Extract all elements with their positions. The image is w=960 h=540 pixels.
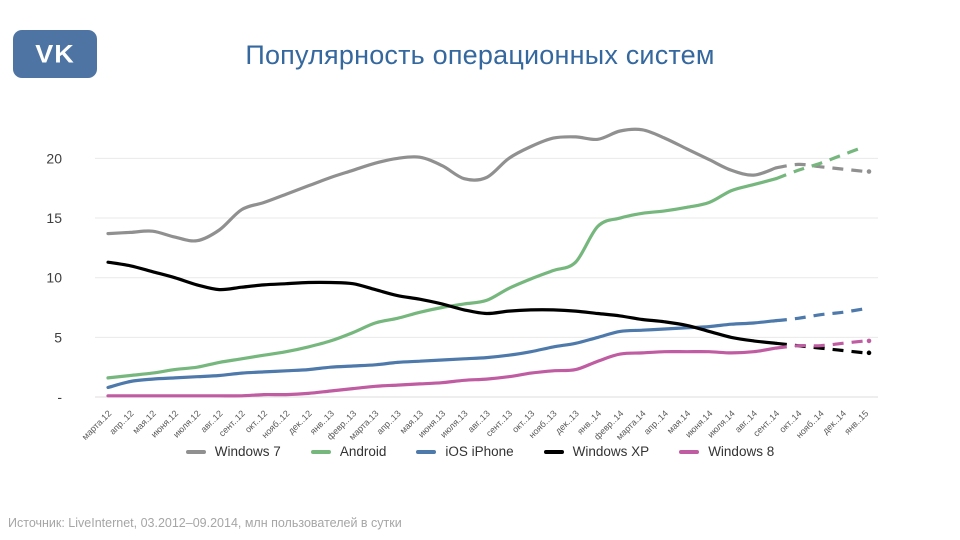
y-tick-label: 10 [46,270,62,286]
series-line-android [106,177,778,380]
legend-swatch-windows-xp [543,449,564,454]
legend-swatch-android [310,449,331,454]
series-line-windows-7 [106,127,778,243]
x-tick-label: апр..13 [375,408,403,436]
legend-item-windows-xp: Windows XP [543,444,650,459]
legend-swatch-windows-7 [185,449,206,454]
series-forecast-windows-7 [775,162,866,174]
series-end-dot-windows-xp [866,350,872,356]
page-title: Популярность операционных систем [245,40,715,70]
y-tick-label: 20 [46,150,62,166]
x-tick-label: апр..12 [107,408,135,436]
series-line-windows-8 [106,346,778,398]
vk-logo-text: VK [35,39,75,68]
legend-swatch-ios-iphone [416,449,437,454]
series-end-dot-windows-7 [866,169,872,174]
x-tick-label: янв..15 [842,408,870,436]
legend-label-windows-7: Windows 7 [214,444,281,459]
legend-item-windows-7: Windows 7 [185,444,281,459]
x-tick-label: апр..14 [642,408,670,436]
series-forecast-android [775,145,866,181]
series-forecast-windows-xp [775,341,866,355]
legend-label-ios-iphone: iOS iPhone [445,444,514,459]
series-end-dot-windows-8 [866,338,872,344]
series-line-windows-xp [106,260,778,345]
series-forecast-ios-iphone [775,307,866,323]
legend-swatch-windows-8 [679,449,700,454]
legend-item-ios-iphone: iOS iPhone [416,444,514,459]
source-note: Источник: LiveInternet, 03.2012–09.2014,… [8,516,402,530]
y-tick-label: 5 [54,329,62,345]
y-tick-label: - [57,389,62,405]
vk-logo: VK [13,30,97,78]
legend-label-windows-8: Windows 8 [708,444,775,459]
legend-label-android: Android [339,444,387,459]
legend-label-windows-xp: Windows XP [572,444,650,459]
legend-item-android: Android [310,444,387,459]
series-line-ios-iphone [106,319,778,390]
legend-item-windows-8: Windows 8 [679,444,774,459]
y-tick-label: 15 [46,210,62,226]
x-tick-label: марта.12 [80,408,114,442]
chart-legend: Windows 7 Android iOS iPhone Windows XP Wind… [0,444,960,459]
series-forecast-windows-8 [775,339,866,350]
